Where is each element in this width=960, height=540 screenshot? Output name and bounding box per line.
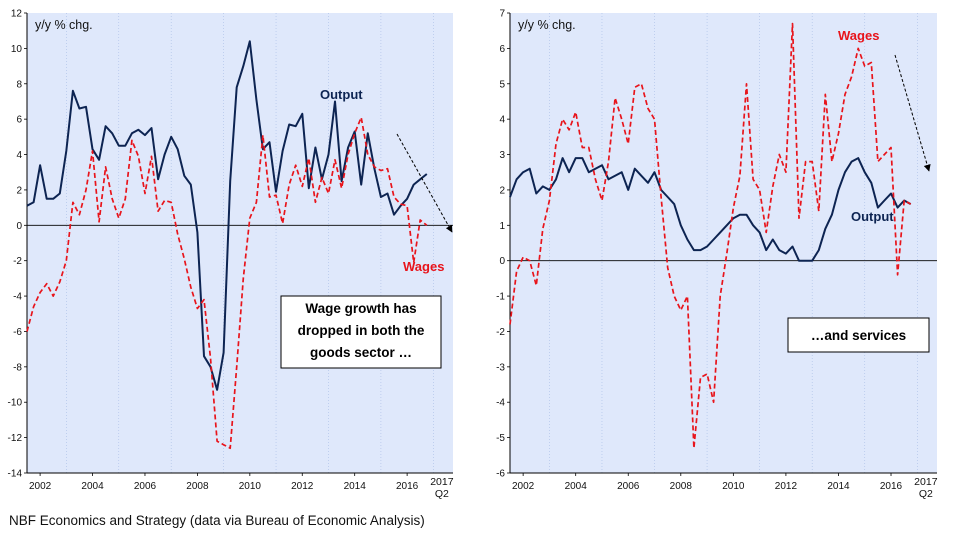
x-tick-label: 2006 — [134, 481, 157, 492]
annotation-text: …and services — [811, 328, 906, 343]
plot-background — [27, 13, 453, 473]
y-tick-label: -12 — [8, 433, 23, 444]
y-tick-label: 1 — [499, 221, 505, 232]
wages-series-line — [509, 22, 912, 450]
x-tick-label: 2002 — [29, 481, 52, 492]
x-tick-label: 2010 — [239, 481, 262, 492]
source-footnote: NBF Economics and Strategy (data via Bur… — [9, 513, 425, 528]
x-tick-label: 2014 — [827, 481, 850, 492]
x-tick-label: 2004 — [565, 481, 588, 492]
x-tick-label: 2012 — [291, 481, 314, 492]
x-tick-label: 2014 — [344, 481, 367, 492]
annotation-text: Wage growth has — [305, 301, 416, 316]
y-tick-label: 8 — [16, 79, 22, 90]
y-tick-label: -3 — [496, 362, 505, 373]
y-tick-label: 10 — [11, 44, 23, 55]
y-tick-label: -6 — [13, 327, 22, 338]
y-tick-label: -2 — [496, 327, 505, 338]
output-series-line — [26, 40, 428, 391]
y-axis-title: y/y % chg. — [518, 18, 576, 32]
x-tick-label: 2016 — [396, 481, 419, 492]
y-tick-label: 7 — [499, 9, 505, 20]
x-end-label-year: 2017 — [430, 476, 454, 488]
annotation-box — [787, 317, 930, 353]
services-sector-chart: -6 -5 -4 -3 -2 -1 0 1 2 3 4 5 6 7 2002 2004 2006 2008 2010… — [496, 9, 938, 501]
y-tick-label: -8 — [13, 362, 22, 373]
y-tick-label: -10 — [8, 398, 23, 409]
y-axis-title: y/y % chg. — [35, 18, 93, 32]
x-end-label-quarter: Q2 — [435, 488, 449, 500]
x-tick-label: 2002 — [512, 481, 535, 492]
y-tick-label: -1 — [496, 292, 505, 303]
y-tick-label: 6 — [16, 115, 22, 126]
x-tick-label: 2006 — [617, 481, 640, 492]
y-tick-label: 4 — [499, 115, 505, 126]
series-label-output: Output — [851, 209, 894, 224]
y-tick-label: 2 — [16, 185, 22, 196]
y-tick-label: -14 — [8, 469, 23, 480]
plot-background — [510, 13, 937, 473]
output-series-line — [509, 157, 912, 262]
x-tick-label: 2010 — [722, 481, 745, 492]
x-tick-label: 2016 — [880, 481, 903, 492]
y-tick-label: 4 — [16, 150, 22, 161]
x-tick-label: 2012 — [775, 481, 798, 492]
y-tick-label: -4 — [13, 292, 22, 303]
y-tick-label: 0 — [16, 221, 22, 232]
y-tick-label: 6 — [499, 44, 505, 55]
x-end-label-quarter: Q2 — [919, 488, 933, 500]
annotation-box — [280, 295, 442, 369]
series-label-wages: Wages — [838, 28, 879, 43]
annotation-text: goods sector … — [310, 345, 412, 360]
y-tick-label: 2 — [499, 185, 505, 196]
annotation-text: dropped in both the — [298, 323, 425, 338]
x-tick-label: 2008 — [670, 481, 693, 492]
y-tick-label: -5 — [496, 433, 505, 444]
y-tick-label: 3 — [499, 150, 505, 161]
x-tick-label: 2008 — [186, 481, 209, 492]
y-tick-label: 5 — [499, 79, 505, 90]
series-label-output: Output — [320, 87, 363, 102]
wages-series-line — [26, 116, 428, 450]
y-tick-label: -2 — [13, 256, 22, 267]
y-tick-label: 0 — [499, 256, 505, 267]
trend-arrow — [396, 133, 453, 233]
series-label-wages: Wages — [403, 259, 444, 274]
x-tick-label: 2004 — [81, 481, 104, 492]
goods-sector-chart: -14 -12 -10 -8 -6 -4 -2 0 2 4 6 8 10 12 2002 2004 2006 20… — [8, 9, 454, 501]
x-end-label-year: 2017 — [914, 476, 938, 488]
trend-arrow — [894, 54, 931, 172]
y-tick-label: 12 — [11, 9, 23, 20]
y-tick-label: -6 — [496, 469, 505, 480]
y-tick-label: -4 — [496, 398, 505, 409]
